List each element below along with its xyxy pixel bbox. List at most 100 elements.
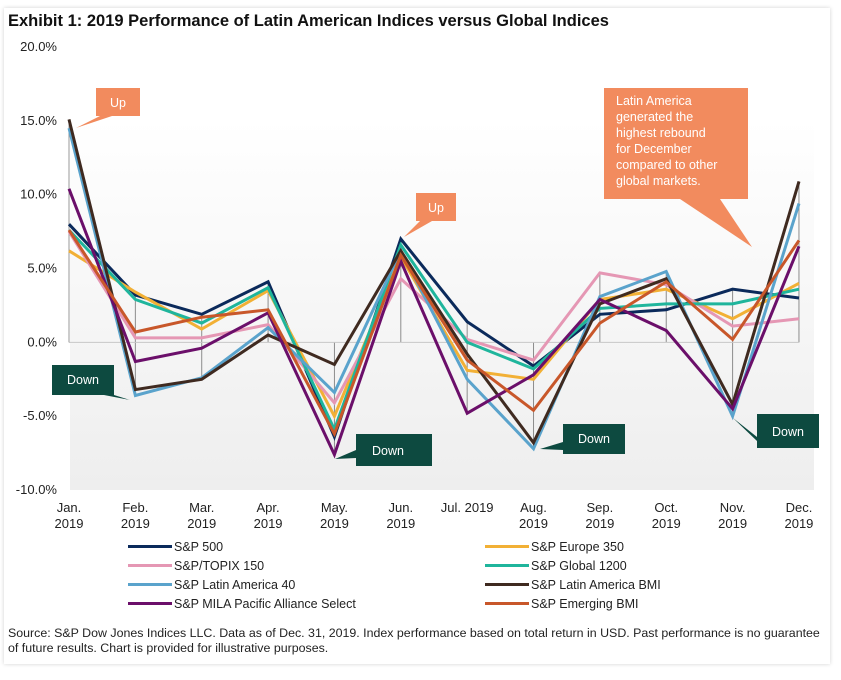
- y-tick-label: -10.0%: [16, 482, 58, 497]
- callout-label: Down: [772, 425, 804, 439]
- callout-tail: [76, 116, 112, 128]
- legend-item: S&P MILA Pacific Alliance Select: [128, 596, 356, 612]
- legend-item: S&P 500: [128, 539, 223, 555]
- x-tick-line: Aug.: [520, 500, 547, 515]
- y-tick-label: 0.0%: [27, 334, 57, 349]
- x-tick-label: Feb. 2019: [121, 500, 150, 531]
- x-tick-label: Mar. 2019: [187, 500, 216, 531]
- callout-box: [356, 434, 432, 466]
- x-tick-line: Feb.: [122, 500, 148, 515]
- callout-tail: [680, 199, 752, 247]
- x-tick-line: Jun.: [389, 500, 414, 515]
- chart-title: Exhibit 1: 2019 Performance of Latin Ame…: [8, 12, 609, 30]
- callout-down: Down: [335, 434, 432, 466]
- callout-up: Up: [76, 88, 140, 128]
- callout-note-line: compared to other: [616, 158, 717, 172]
- legend-swatch: [485, 583, 529, 587]
- callout-label: Down: [372, 444, 404, 458]
- callout-tail: [733, 418, 757, 441]
- x-tick-line: Nov.: [720, 500, 746, 515]
- series-line-s-p-emerging-bmi: [67, 229, 801, 438]
- x-tick-line: Sep.: [587, 500, 614, 515]
- x-tick-label: Jun. 2019: [386, 500, 415, 531]
- legend-item: S&P Global 1200: [485, 558, 627, 574]
- x-tick-line: 2019: [652, 516, 681, 531]
- x-tick-line: 2019: [386, 516, 415, 531]
- legend-swatch: [128, 583, 172, 587]
- x-tick-line: 2019: [585, 516, 614, 531]
- callout-down: Down: [52, 365, 130, 400]
- x-tick-line: 2019: [121, 516, 150, 531]
- callout-note-line: generated the: [616, 110, 693, 124]
- legend-swatch: [485, 564, 529, 568]
- x-tick-line: 2019: [55, 516, 84, 531]
- x-tick-label: Apr. 2019: [254, 500, 283, 531]
- y-tick-label: -5.0%: [23, 408, 57, 423]
- x-tick-line: 2019: [718, 516, 747, 531]
- callout-label: Down: [67, 373, 99, 387]
- callout-box: [563, 424, 625, 454]
- y-tick-label: 20.0%: [20, 39, 57, 54]
- legend-label: S&P Global 1200: [531, 559, 627, 573]
- callout-note-line: highest rebound: [616, 126, 706, 140]
- legend-label: S&P 500: [174, 540, 224, 554]
- x-tick-line: 2019: [519, 516, 548, 531]
- legend-item: S&P/TOPIX 150: [128, 558, 264, 574]
- legend-item: S&P Latin America 40: [128, 577, 295, 593]
- callout-label: Up: [110, 96, 126, 110]
- legend-item: S&P Latin America BMI: [485, 577, 661, 593]
- legend-swatch: [485, 545, 529, 549]
- series-line-s-p-mila-pacific-alliance-select: [67, 188, 801, 459]
- x-tick-line: Oct.: [654, 500, 678, 515]
- x-tick-label: Aug. 2019: [519, 500, 548, 531]
- callout-tail: [540, 442, 563, 450]
- callout-note-line: global markets.: [616, 174, 701, 188]
- callout-down: Down: [540, 424, 625, 454]
- callout-note-line: for December: [616, 142, 692, 156]
- legend-item: S&P Emerging BMI: [485, 596, 638, 612]
- x-tick-line: 2019: [254, 516, 283, 531]
- series-line-s-p-latin-america-bmi: [67, 119, 801, 446]
- x-tick-line: Jan.: [57, 500, 82, 515]
- legend-label: S&P Latin America 40: [174, 578, 296, 592]
- callout-box: [757, 414, 819, 448]
- callout-label: Down: [578, 432, 610, 446]
- y-tick-label: 15.0%: [20, 113, 57, 128]
- callout-box: [52, 365, 114, 395]
- y-tick-label: 5.0%: [27, 261, 57, 276]
- callout-tail: [335, 450, 356, 459]
- legend-swatch: [128, 545, 172, 549]
- legend-swatch: [128, 564, 172, 568]
- x-tick-label: May. 2019: [320, 500, 349, 531]
- x-tick-label: Sep. 2019: [585, 500, 614, 531]
- callout-up: Up: [404, 193, 456, 237]
- x-tick-line: Apr.: [257, 500, 280, 515]
- callout-note-line: Latin America: [616, 94, 692, 108]
- callout-box: [604, 88, 748, 199]
- x-tick-line: Dec.: [786, 500, 813, 515]
- source-note: Source: S&P Dow Jones Indices LLC. Data …: [8, 626, 820, 655]
- callouts: Up Up Down Down Down Down Latin America generat…: [52, 88, 819, 466]
- x-tick-line: 2019: [320, 516, 349, 531]
- callout-box: [96, 88, 140, 116]
- legend-label: S&P Latin America BMI: [531, 578, 661, 592]
- callout-down: Down: [733, 414, 819, 448]
- x-tick-line: Jul. 2019: [441, 500, 494, 515]
- callout-tail: [404, 221, 432, 237]
- x-tick-line: 2019: [784, 516, 813, 531]
- callout-tail: [104, 395, 130, 400]
- legend-label: S&P MILA Pacific Alliance Select: [174, 597, 356, 611]
- x-tick-label: Dec. 2019: [784, 500, 813, 531]
- x-tick-label: Oct. 2019: [652, 500, 681, 531]
- series-line-s-p-500: [67, 223, 800, 442]
- callout-note: Latin America generated the highest reboun…: [604, 88, 752, 247]
- y-axis-ticks: 20.0% 15.0% 10.0% 5.0% 0.0% -5.0% -10.0%: [16, 39, 58, 497]
- legend-swatch: [485, 602, 529, 606]
- x-tick-line: May.: [321, 500, 348, 515]
- legend-item: S&P Europe 350: [485, 539, 624, 555]
- x-tick-line: 2019: [187, 516, 216, 531]
- legend-label: S&P Emerging BMI: [531, 597, 639, 611]
- x-tick-label: Jan. 2019: [55, 500, 84, 531]
